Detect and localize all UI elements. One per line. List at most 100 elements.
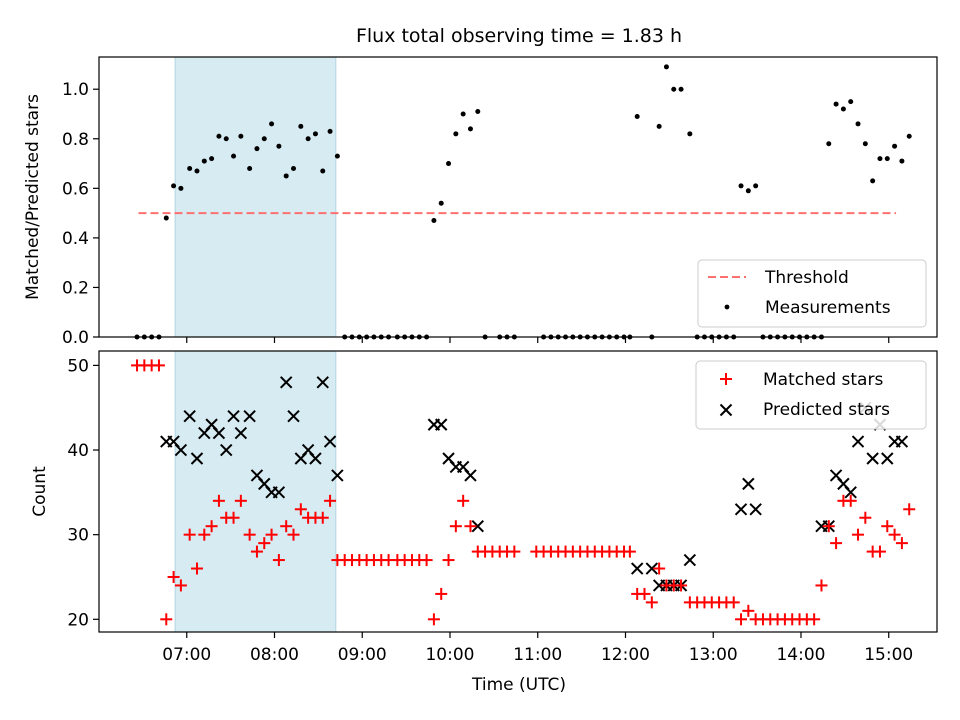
measurement-point [634,113,640,119]
ratio-y-axis-label: Matched/Predicted stars [23,94,43,300]
ratio-y-tick-label: 0.0 [62,328,89,348]
matched-stars-marker [852,528,865,541]
ratio-y-tick-label: 1.0 [62,80,89,100]
matched-stars-marker [324,494,337,507]
measurement-point [334,153,340,159]
matched-stars-marker [873,545,886,558]
x-axis-label: Time (UTC) [471,675,566,695]
measurement-point [209,156,215,162]
matched-stars-marker [243,528,256,541]
matched-stars-marker [645,596,658,609]
matched-stars-marker [190,562,203,575]
count-y-axis-label: Count [30,466,50,517]
predicted-stars-marker [630,562,644,575]
matched-stars-marker [420,554,433,567]
measurement-point [438,200,444,206]
predicted-stars-marker [234,426,248,440]
matched-stars-marker [435,587,448,600]
x-tick-label: 12:00 [601,645,650,665]
matched-stars-marker [508,545,521,558]
predicted-stars-marker [190,452,204,465]
measurement-point [870,178,876,184]
measurement-point [261,136,267,142]
count-panel: 20 30 40 50 07:00 08:00 09:00 10:00 11:00 12:00 1… [30,350,938,695]
matched-stars-marker [653,562,666,575]
measurement-point [833,101,839,107]
measurement-point [840,106,846,112]
matched-stars-marker [227,511,240,524]
matched-stars-marker [265,528,278,541]
ratio-panel: 0.0 0.2 0.4 0.6 0.8 1.0 Matched/Predicted sta… [23,56,938,348]
measurement-point [475,109,481,115]
ratio-y-tick-label: 0.2 [62,278,89,298]
measurement-point [656,123,662,129]
matched-stars-marker [427,613,440,626]
predicted-stars-marker [243,409,256,423]
measurement-point [738,183,744,189]
matched-stars-marker [859,511,872,524]
legend-predicted-label: Predicted stars [763,400,890,420]
x-tick-label: 08:00 [250,645,299,665]
matched-stars-marker [808,613,821,626]
predicted-stars-marker [212,426,226,440]
matched-stars-marker [457,494,470,507]
predicted-stars-marker [323,435,337,448]
matched-stars-marker [272,554,285,567]
ratio-y-tick-label: 0.6 [62,179,89,199]
measurement-point [745,188,751,194]
matched-stars-marker [735,613,748,626]
legend-measurements-swatch [724,304,730,310]
measurement-point [687,131,693,137]
x-tick-label: 14:00 [776,645,825,665]
predicted-stars-marker [174,443,188,457]
legend-box [695,360,927,430]
measurement-point [178,185,184,191]
count-y-tick-label: 20 [67,610,89,630]
predicted-stars-marker [435,418,448,431]
measurement-point [231,153,237,159]
matched-stars-marker [160,613,173,626]
matched-stars-marker [250,545,263,558]
measurement-point [223,136,229,142]
count-points [131,359,916,626]
measurement-point [826,141,832,147]
observing-window-span [174,350,337,633]
measurement-point [899,158,905,164]
matched-stars-marker [198,528,211,541]
matched-stars-marker [205,520,218,533]
measurement-point [446,161,452,167]
matched-stars-marker [742,604,755,617]
legend-matched-label: Matched stars [763,370,883,390]
ratio-panel-frame [98,56,938,338]
x-tick-label: 15:00 [864,645,913,665]
matched-stars-marker [623,545,636,558]
matched-stars-marker [167,570,180,583]
matched-stars-marker [815,579,828,592]
x-tick-label: 09:00 [338,645,387,665]
measurement-point [892,143,898,149]
x-tick-label: 11:00 [513,645,562,665]
count-y-tick-label: 40 [67,441,89,461]
matched-stars-marker [449,520,462,533]
matched-stars-marker [152,359,165,372]
legend-predicted-swatch [719,403,733,417]
measurement-point [216,133,222,139]
measurement-point [431,218,437,224]
measurement-point [187,166,193,172]
ratio-legend: Threshold Measurements [697,259,927,328]
predicted-stars-marker [844,486,857,499]
matched-stars-marker [903,503,916,516]
predicted-stars-marker [316,376,329,389]
matched-stars-marker [822,520,835,533]
count-panel-frame [98,350,938,633]
matched-stars-marker [174,579,187,592]
count-y-axis-ticks: 20 30 40 50 [67,356,99,630]
measurement-point [194,168,200,174]
x-tick-label: 13:00 [689,645,738,665]
ratio-y-tick-label: 0.4 [62,229,89,249]
measurement-point [855,121,861,127]
predicted-stars-marker [866,452,879,465]
ratio-y-tick-label: 0.8 [62,130,89,150]
predicted-stars-marker [645,562,659,575]
measurement-point [305,136,311,142]
